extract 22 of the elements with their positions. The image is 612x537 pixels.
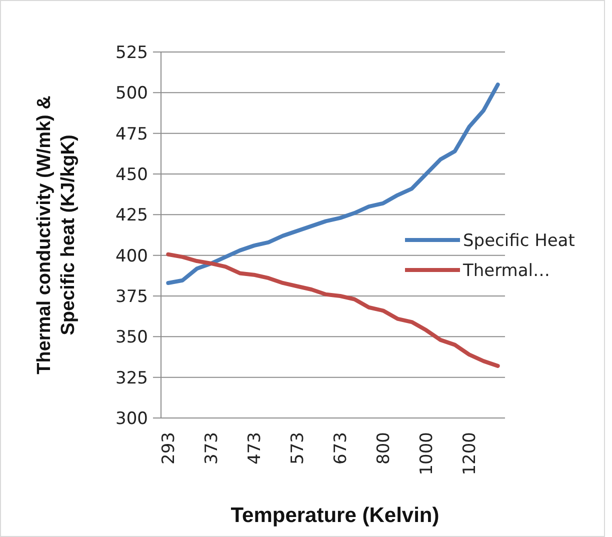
x-tick-label: 673 xyxy=(331,432,352,464)
y-tick-label: 375 xyxy=(116,286,148,307)
y-tick-label: 350 xyxy=(116,328,148,348)
y-tick-label: 475 xyxy=(116,124,148,144)
x-tick-label: 1200 xyxy=(460,432,480,476)
x-tick-label: 473 xyxy=(245,432,266,464)
y-axis-title: Thermal conductivity (W/mk) & Specific heat (KJ/kgK) xyxy=(34,95,79,374)
legend-label: Thermal… xyxy=(462,260,550,281)
y-tick-label: 525 xyxy=(116,42,148,63)
y-tick-label: 325 xyxy=(116,368,148,388)
x-axis-title: Temperature (Kelvin) xyxy=(230,504,440,527)
y-tick-label: 400 xyxy=(116,246,148,266)
y-tick-label: 500 xyxy=(116,84,148,104)
x-tick-label: 1000 xyxy=(417,432,438,476)
x-tick-label: 373 xyxy=(202,432,222,464)
x-tick-label: 573 xyxy=(288,432,308,464)
legend-label: Specific Heat xyxy=(463,230,576,251)
y-tick-label: 300 xyxy=(116,408,148,429)
x-tick-label: 293 xyxy=(159,432,180,464)
x-tick-label: 800 xyxy=(374,432,394,464)
y-tick-label: 450 xyxy=(116,164,148,185)
y-tick-label: 425 xyxy=(116,206,148,226)
